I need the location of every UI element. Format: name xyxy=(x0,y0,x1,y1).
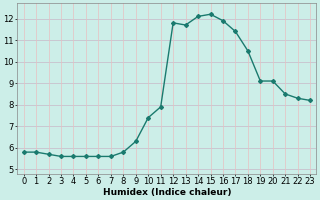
X-axis label: Humidex (Indice chaleur): Humidex (Indice chaleur) xyxy=(103,188,231,197)
